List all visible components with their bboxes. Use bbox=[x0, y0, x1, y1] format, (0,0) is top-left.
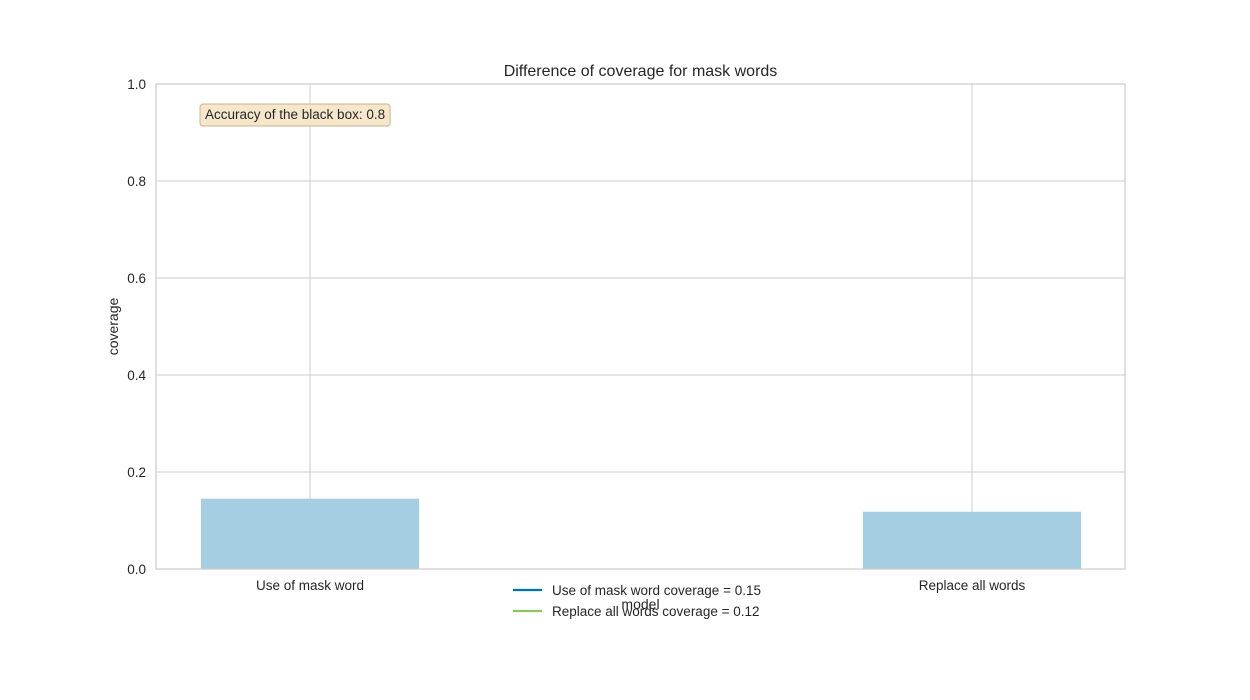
y-tick-label: 0.6 bbox=[127, 271, 146, 286]
chart-title: Difference of coverage for mask words bbox=[504, 63, 778, 80]
x-tick-label: Replace all words bbox=[919, 578, 1026, 593]
grid-lines bbox=[156, 83, 1125, 570]
legend: Use of mask word coverage = 0.15 Replace… bbox=[513, 583, 761, 619]
x-tick-label: Use of mask word bbox=[256, 578, 364, 593]
legend-label-replace-all: Replace all words coverage = 0.12 bbox=[552, 604, 760, 619]
accuracy-annotation: Accuracy of the black box: 0.8 bbox=[199, 103, 391, 127]
bars bbox=[201, 498, 1081, 569]
y-tick-label: 0.4 bbox=[127, 368, 146, 383]
y-tick-label: 0.0 bbox=[127, 562, 146, 577]
legend-label-mask-word: Use of mask word coverage = 0.15 bbox=[552, 583, 761, 598]
y-tick-label: 0.2 bbox=[127, 465, 146, 480]
x-tick-labels: Use of mask word Replace all words bbox=[256, 578, 1026, 593]
annotation-text: Accuracy of the black box: 0.8 bbox=[205, 107, 385, 122]
y-tick-label: 1.0 bbox=[127, 77, 146, 92]
annotation-box bbox=[199, 103, 391, 127]
bar bbox=[201, 498, 419, 569]
y-axis-label: coverage bbox=[105, 297, 121, 355]
bar bbox=[863, 511, 1081, 569]
x-axis-label: model bbox=[621, 596, 659, 612]
plot-frame bbox=[155, 83, 1126, 570]
y-tick-label: 0.8 bbox=[127, 174, 146, 189]
y-tick-labels: 0.0 0.2 0.4 0.6 0.8 1.0 bbox=[127, 77, 146, 577]
